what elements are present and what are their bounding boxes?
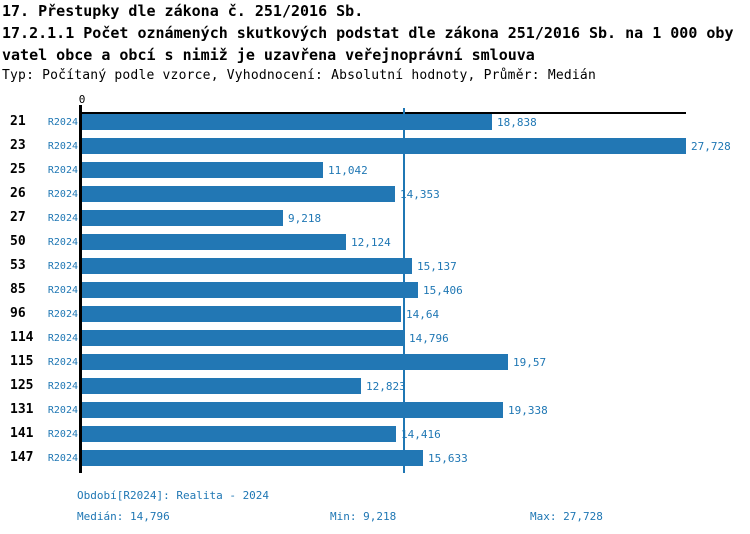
row-category-label: 114 — [10, 330, 34, 345]
footer-min-stat: Min: 9,218 — [330, 510, 397, 523]
bar-value-label: 18,838 — [497, 116, 537, 129]
bar — [82, 378, 361, 394]
row-category-label: 23 — [10, 138, 26, 153]
bar-value-label: 15,406 — [423, 284, 463, 297]
row-category-label: 21 — [10, 114, 26, 129]
bar-value-label: 14,353 — [400, 188, 440, 201]
bar — [82, 162, 323, 178]
bar-value-label: 19,338 — [508, 404, 548, 417]
row-series-label: R2024 — [47, 117, 78, 128]
bar-value-label: 11,042 — [328, 164, 368, 177]
bar-value-label: 15,633 — [428, 452, 468, 465]
footer-median-stat: Medián: 14,796 — [77, 510, 170, 523]
bar — [82, 210, 283, 226]
bar-value-label: 27,728 — [691, 140, 731, 153]
bar — [82, 306, 401, 322]
bar-value-label: 15,137 — [417, 260, 457, 273]
row-series-label: R2024 — [47, 429, 78, 440]
bar — [82, 282, 418, 298]
row-category-label: 147 — [10, 450, 34, 465]
row-series-label: R2024 — [47, 381, 78, 392]
bar — [82, 330, 404, 346]
bar-value-label: 14,416 — [401, 428, 441, 441]
row-category-label: 131 — [10, 402, 34, 417]
row-series-label: R2024 — [47, 285, 78, 296]
row-series-label: R2024 — [47, 189, 78, 200]
row-category-label: 85 — [10, 282, 26, 297]
row-series-label: R2024 — [47, 261, 78, 272]
chart-title-line2: 17.2.1.1 Počet oznámených skutkových pod… — [2, 24, 734, 42]
bar — [82, 426, 396, 442]
bar-value-label: 19,57 — [513, 356, 547, 369]
row-category-label: 141 — [10, 426, 34, 441]
row-series-label: R2024 — [47, 165, 78, 176]
bar — [82, 234, 346, 250]
x-axis-line — [82, 112, 686, 114]
row-series-label: R2024 — [47, 309, 78, 320]
bar-value-label: 12,823 — [366, 380, 406, 393]
x-axis-zero-tick-label: 0 — [78, 93, 86, 106]
bar — [82, 354, 508, 370]
chart-title-line3: vatel obce a obcí s nimiž je uzavřena ve… — [2, 46, 535, 64]
footer-max-stat: Max: 27,728 — [530, 510, 603, 523]
row-series-label: R2024 — [47, 213, 78, 224]
chart-meta-line: Typ: Počítaný podle vzorce, Vyhodnocení:… — [2, 68, 596, 83]
row-category-label: 26 — [10, 186, 26, 201]
row-category-label: 27 — [10, 210, 26, 225]
row-category-label: 50 — [10, 234, 26, 249]
bar-value-label: 14,796 — [409, 332, 449, 345]
chart-title-line1: 17. Přestupky dle zákona č. 251/2016 Sb. — [2, 2, 364, 20]
row-series-label: R2024 — [47, 237, 78, 248]
bar-value-label: 9,218 — [288, 212, 322, 225]
row-category-label: 115 — [10, 354, 34, 369]
bar — [82, 138, 686, 154]
bar — [82, 450, 423, 466]
row-category-label: 25 — [10, 162, 26, 177]
row-series-label: R2024 — [47, 453, 78, 464]
bar — [82, 186, 395, 202]
row-category-label: 125 — [10, 378, 34, 393]
bar — [82, 114, 492, 130]
row-series-label: R2024 — [47, 405, 78, 416]
row-category-label: 96 — [10, 306, 26, 321]
bar — [82, 258, 412, 274]
row-series-label: R2024 — [47, 141, 78, 152]
row-series-label: R2024 — [47, 357, 78, 368]
bar-value-label: 14,64 — [406, 308, 440, 321]
row-category-label: 53 — [10, 258, 26, 273]
footer-period-label: Období[R2024]: Realita - 2024 — [77, 489, 270, 502]
bar — [82, 402, 503, 418]
bar-value-label: 12,124 — [351, 236, 391, 249]
y-axis-line — [79, 105, 82, 473]
row-series-label: R2024 — [47, 333, 78, 344]
